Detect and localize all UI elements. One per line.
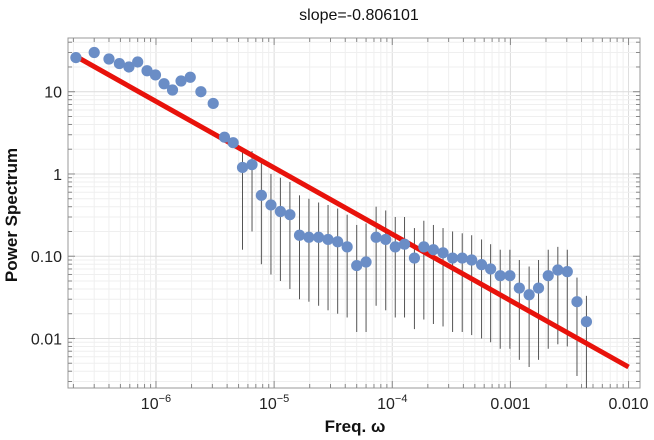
data-point	[123, 61, 135, 73]
data-point	[398, 238, 411, 250]
data-points	[70, 46, 593, 328]
data-point	[456, 252, 468, 264]
data-point	[552, 264, 564, 276]
x-tick-label: 10−4	[377, 393, 407, 413]
data-point	[265, 199, 277, 211]
data-point	[427, 244, 440, 256]
x-tick-label: 10−6	[141, 393, 171, 413]
data-point	[166, 84, 179, 96]
data-point	[504, 270, 516, 282]
x-tick-label: 0.001	[490, 396, 530, 413]
y-axis-title: Power Spectrum	[2, 148, 21, 282]
data-point	[475, 259, 488, 271]
y-tick-label: 10	[44, 85, 62, 102]
data-point	[380, 233, 392, 246]
data-point	[303, 231, 315, 243]
plot-frame	[67, 37, 641, 389]
data-point	[88, 46, 100, 59]
data-point	[218, 131, 231, 143]
data-point	[158, 78, 170, 90]
data-point	[195, 86, 207, 98]
data-point	[466, 254, 478, 266]
data-point	[184, 71, 196, 83]
data-point	[332, 236, 344, 248]
data-point	[322, 233, 334, 246]
data-point	[113, 57, 125, 70]
data-point	[360, 256, 372, 268]
fit-line	[72, 52, 630, 370]
data-point	[532, 282, 545, 294]
data-point	[284, 209, 296, 221]
data-point	[103, 53, 115, 65]
data-point	[175, 75, 187, 87]
data-point	[351, 259, 363, 272]
data-point	[494, 270, 506, 282]
data-point	[207, 97, 219, 110]
data-point	[485, 263, 497, 275]
y-tick-label: 0.10	[31, 249, 62, 266]
data-point	[418, 241, 430, 253]
data-point	[293, 229, 306, 241]
data-point	[446, 252, 459, 264]
data-point	[246, 159, 258, 171]
x-tick-label: 10−5	[259, 393, 289, 413]
data-point	[341, 241, 353, 253]
data-point	[227, 137, 239, 149]
data-point	[149, 69, 162, 81]
data-point	[274, 205, 286, 218]
axis-ticks: 10−6 10−5 10−4 0.001 0.010 0.01 0.10 1 10	[31, 38, 649, 413]
data-point	[571, 296, 583, 308]
data-point	[542, 270, 554, 282]
fit-line-group	[72, 52, 630, 370]
data-point	[513, 282, 525, 294]
data-point	[408, 252, 421, 264]
data-point	[236, 161, 249, 174]
data-point	[437, 247, 449, 259]
x-tick-label: 0.010	[609, 396, 649, 413]
data-point	[370, 231, 382, 243]
data-point	[580, 316, 593, 328]
chart-title: slope=-0.806101	[299, 7, 419, 24]
y-tick-label: 1	[53, 167, 62, 184]
data-point	[313, 231, 325, 243]
data-point	[389, 241, 401, 253]
x-axis-title: Freq. ω	[325, 417, 386, 436]
data-point	[561, 266, 573, 278]
data-point	[70, 51, 82, 64]
data-point	[141, 65, 153, 77]
data-point	[132, 56, 144, 68]
data-point	[255, 189, 267, 201]
data-point	[523, 289, 535, 301]
y-tick-label: 0.01	[31, 331, 62, 348]
